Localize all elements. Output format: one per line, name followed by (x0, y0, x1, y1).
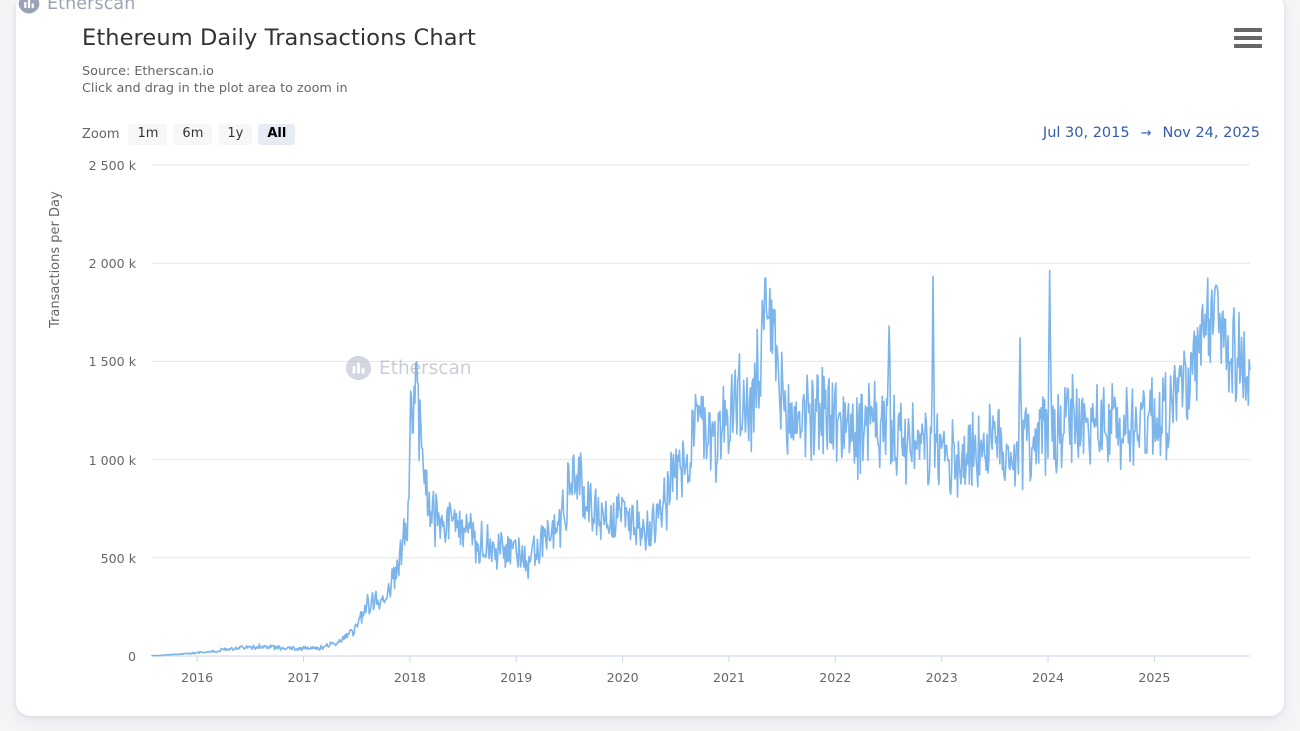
x-axis-tick-label: 2020 (606, 670, 639, 685)
y-axis-tick-label: 1 500 k (88, 354, 136, 370)
chart-plot[interactable] (0, 0, 1268, 722)
range-button-1m[interactable]: 1m (128, 124, 168, 145)
x-axis-tick-label: 2021 (712, 670, 745, 685)
hamburger-bar (1234, 36, 1262, 40)
date-range-display: Jul 30, 2015 → Nov 24, 2025 (1043, 125, 1260, 141)
x-axis-tick-label: 2025 (1138, 670, 1171, 685)
hamburger-menu-icon[interactable] (1234, 26, 1262, 50)
range-button-all[interactable]: All (258, 124, 296, 145)
range-button-6m[interactable]: 6m (173, 124, 213, 145)
x-axis-tick-label: 2017 (287, 670, 320, 685)
range-button-1y[interactable]: 1y (218, 124, 253, 145)
etherscan-brand: Etherscan (18, 0, 135, 15)
y-axis-tick-label: 0 (127, 649, 136, 664)
chart-subtitle: Source: Etherscan.io Click and drag in t… (82, 64, 348, 96)
chart-card (16, 0, 1284, 716)
x-axis-tick-label: 2023 (925, 670, 958, 685)
y-axis-tick-label: 2 000 k (88, 256, 136, 272)
x-axis-tick-label: 2016 (181, 670, 214, 685)
x-axis-tick-label: 2018 (393, 670, 426, 685)
y-axis-tick-label: 1 000 k (88, 452, 136, 468)
brand-name: Etherscan (47, 0, 136, 14)
hamburger-bar (1234, 44, 1262, 48)
date-range-to[interactable]: Nov 24, 2025 (1162, 125, 1260, 141)
x-axis-tick-label: 2019 (500, 670, 533, 685)
x-axis-tick-label: 2022 (819, 670, 852, 685)
page-title: Ethereum Daily Transactions Chart (82, 25, 476, 51)
y-axis-tick-label: 2 500 k (88, 158, 136, 173)
y-axis-tick-label: 500 k (100, 550, 136, 566)
hamburger-bar (1234, 28, 1262, 32)
range-selector: Zoom 1m 6m 1y All (82, 124, 296, 145)
date-range-from[interactable]: Jul 30, 2015 (1042, 125, 1130, 141)
arrow-right-icon: → (1140, 126, 1152, 141)
etherscan-logo-icon (18, 0, 40, 15)
range-selector-label: Zoom (82, 127, 120, 142)
x-axis-tick-label: 2024 (1032, 670, 1065, 685)
